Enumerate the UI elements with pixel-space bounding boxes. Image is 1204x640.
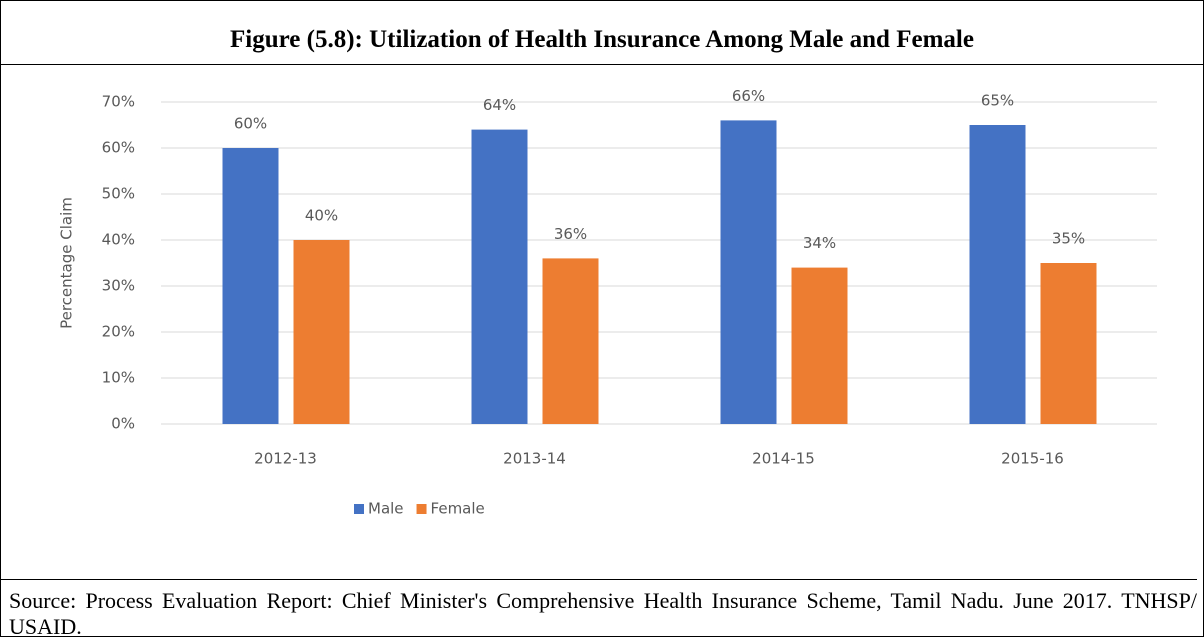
data-label: 64% xyxy=(483,96,516,114)
chart-title: Figure (5.8): Utilization of Health Insu… xyxy=(1,1,1203,65)
x-tick-label: 2013-14 xyxy=(503,450,566,468)
legend-label: Female xyxy=(431,500,485,518)
y-tick-label: 50% xyxy=(102,185,135,203)
y-tick-label: 70% xyxy=(102,93,135,111)
data-label: 66% xyxy=(732,87,765,105)
x-tick-label: 2012-13 xyxy=(254,450,317,468)
y-tick-label: 10% xyxy=(102,369,135,387)
data-label: 60% xyxy=(234,115,267,133)
bar xyxy=(471,129,528,424)
y-axis-label: Percentage Claim xyxy=(58,197,76,329)
y-tick-label: 60% xyxy=(102,139,135,157)
y-tick-label: 40% xyxy=(102,231,135,249)
bar xyxy=(1040,263,1097,424)
data-label: 36% xyxy=(554,225,587,243)
legend-swatch xyxy=(416,504,427,514)
chart: Percentage Claim 0% 10% 20% 30% 40% 50% 60% 70%… xyxy=(58,87,1157,518)
bar xyxy=(222,148,279,424)
data-label: 34% xyxy=(803,234,836,252)
y-tick-label: 30% xyxy=(102,277,135,295)
data-label: 65% xyxy=(981,92,1014,110)
data-label: 35% xyxy=(1052,230,1085,248)
bar xyxy=(720,120,777,425)
y-tick-label: 20% xyxy=(102,323,135,341)
bar xyxy=(969,125,1026,424)
source-note: Source: Process Evaluation Report: Chief… xyxy=(1,579,1197,640)
x-tick-label: 2014-15 xyxy=(752,450,815,468)
legend-label: Male xyxy=(368,500,404,518)
x-tick-label: 2015-16 xyxy=(1001,450,1064,468)
bar xyxy=(293,240,350,424)
y-tick-label: 0% xyxy=(111,415,135,433)
data-label: 40% xyxy=(305,207,338,225)
legend-swatch xyxy=(354,504,364,514)
bar xyxy=(542,258,599,424)
bar xyxy=(791,267,848,424)
